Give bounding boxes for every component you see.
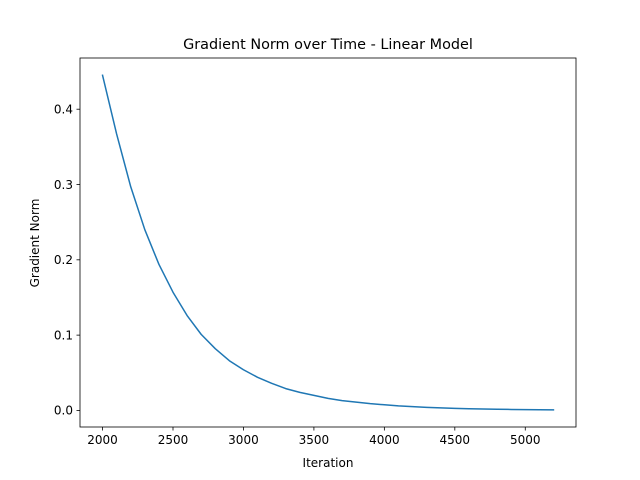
chart-title: Gradient Norm over Time - Linear Model: [183, 37, 473, 53]
x-tick-label: 5000: [510, 433, 541, 447]
y-axis-title: Gradient Norm: [28, 199, 42, 288]
x-tick-label: 3000: [228, 433, 259, 447]
x-tick-label: 4000: [369, 433, 400, 447]
x-tick-label: 4500: [440, 433, 471, 447]
x-tick-label: 2000: [87, 433, 118, 447]
series-line-0: [101, 74, 555, 411]
x-axis-title: Iteration: [303, 456, 354, 470]
y-tick-label: 0.2: [54, 253, 73, 267]
x-axis-ticks: 2000 2500 3000 3500 4000 4500 5000: [87, 427, 541, 447]
y-tick-label: 0.0: [54, 404, 73, 418]
axes-frame: [79, 57, 577, 428]
x-tick-label: 2500: [158, 433, 189, 447]
y-tick-label: 0.3: [54, 178, 73, 192]
y-axis-ticks: 0.0 0.1 0.2 0.3 0.4: [54, 103, 80, 418]
y-tick-label: 0.4: [54, 103, 73, 117]
y-tick-label: 0.1: [54, 328, 73, 342]
x-tick-label: 3500: [299, 433, 330, 447]
series-layer: [101, 74, 555, 411]
